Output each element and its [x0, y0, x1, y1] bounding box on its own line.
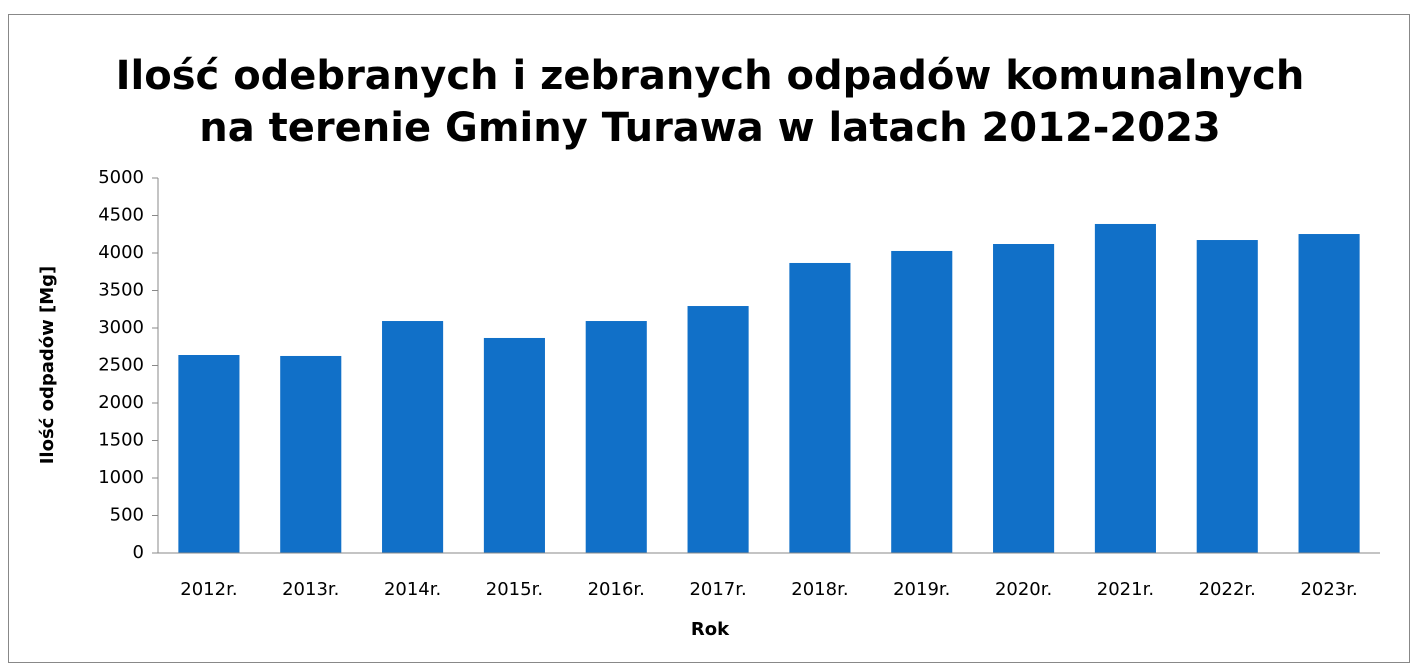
x-tick-label: 2019r. [893, 579, 950, 600]
x-tick-label: 2022r. [1199, 579, 1256, 600]
x-tick-label: 2016r. [588, 579, 645, 600]
bar [1196, 240, 1258, 553]
x-tick-label: 2020r. [995, 579, 1052, 600]
x-tick-label: 2014r. [384, 579, 441, 600]
y-tick-label: 3500 [98, 280, 144, 301]
y-tick-label: 4500 [98, 205, 144, 226]
bar [687, 306, 749, 553]
bar [483, 337, 545, 553]
bar [993, 244, 1055, 553]
x-axis-label: Rok [691, 619, 730, 640]
x-tick-label: 2021r. [1097, 579, 1154, 600]
chart-title: Ilość odebranych i zebranych odpadów kom… [115, 53, 1305, 151]
y-tick-label: 1000 [98, 467, 144, 488]
bar [891, 250, 953, 553]
x-tick-label: 2012r. [180, 579, 237, 600]
x-tick-label: 2023r. [1300, 579, 1357, 600]
bar [1298, 234, 1360, 553]
x-tick-label: 2013r. [282, 579, 339, 600]
chart-frame [8, 14, 1410, 663]
y-tick-label: 0 [133, 542, 144, 563]
bar [382, 321, 444, 553]
y-tick-label: 5000 [98, 167, 144, 188]
y-axis-label: Ilość odpadów [Mg] [37, 266, 58, 465]
x-tick-label: 2017r. [689, 579, 746, 600]
bar [1094, 223, 1156, 553]
x-tick-label: 2018r. [791, 579, 848, 600]
bar [585, 321, 647, 553]
y-tick-label: 4000 [98, 242, 144, 263]
bar [178, 355, 240, 553]
y-tick-label: 2500 [98, 355, 144, 376]
bar [789, 262, 851, 553]
bar [280, 355, 342, 553]
x-tick-label: 2015r. [486, 579, 543, 600]
y-tick-label: 3000 [98, 317, 144, 338]
y-tick-label: 500 [110, 505, 144, 526]
y-tick-label: 2000 [98, 392, 144, 413]
y-tick-label: 1500 [98, 430, 144, 451]
